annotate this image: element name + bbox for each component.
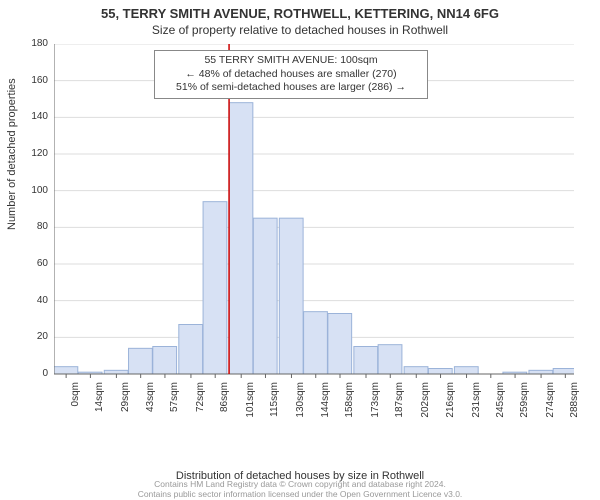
x-tick: 187sqm	[394, 382, 405, 422]
x-tick: 274sqm	[545, 382, 556, 422]
x-tick: 259sqm	[519, 382, 530, 422]
x-tick: 29sqm	[120, 382, 131, 422]
x-tick: 231sqm	[471, 382, 482, 422]
chart-area: 55 TERRY SMITH AVENUE: 100sqm ← 48% of d…	[54, 44, 574, 414]
y-tick: 80	[18, 221, 48, 232]
x-tick: 130sqm	[295, 382, 306, 422]
chart-container: 55, TERRY SMITH AVENUE, ROTHWELL, KETTER…	[0, 0, 600, 500]
y-axis-label: Number of detached properties	[6, 78, 18, 230]
x-tick: 144sqm	[320, 382, 331, 422]
x-tick: 245sqm	[495, 382, 506, 422]
x-tick: 86sqm	[219, 382, 230, 422]
annotation-line-3: 51% of semi-detached houses are larger (…	[161, 81, 421, 95]
y-tick: 60	[18, 258, 48, 269]
y-tick: 100	[18, 185, 48, 196]
x-tick: 101sqm	[245, 382, 256, 422]
x-tick: 43sqm	[145, 382, 156, 422]
annotation-box: 55 TERRY SMITH AVENUE: 100sqm ← 48% of d…	[154, 50, 428, 99]
y-tick: 160	[18, 75, 48, 86]
x-tick: 57sqm	[169, 382, 180, 422]
x-tick: 72sqm	[195, 382, 206, 422]
x-tick: 288sqm	[569, 382, 580, 422]
title-main: 55, TERRY SMITH AVENUE, ROTHWELL, KETTER…	[0, 0, 600, 21]
x-tick: 158sqm	[344, 382, 355, 422]
y-tick: 40	[18, 295, 48, 306]
y-tick: 120	[18, 148, 48, 159]
annotation-line-2: ← 48% of detached houses are smaller (27…	[161, 68, 421, 82]
y-tick: 180	[18, 38, 48, 49]
x-tick: 14sqm	[94, 382, 105, 422]
footer-line-2: Contains public sector information licen…	[0, 489, 600, 499]
x-tick: 202sqm	[420, 382, 431, 422]
x-tick: 216sqm	[445, 382, 456, 422]
footer-attribution: Contains HM Land Registry data © Crown c…	[0, 479, 600, 499]
x-tick: 0sqm	[70, 382, 81, 422]
annotation-line-1: 55 TERRY SMITH AVENUE: 100sqm	[161, 54, 421, 68]
y-tick: 0	[18, 368, 48, 379]
y-tick: 140	[18, 111, 48, 122]
title-sub: Size of property relative to detached ho…	[0, 21, 600, 37]
footer-line-1: Contains HM Land Registry data © Crown c…	[0, 479, 600, 489]
histogram-plot	[54, 44, 574, 414]
x-tick: 115sqm	[269, 382, 280, 422]
y-tick: 20	[18, 331, 48, 342]
x-tick: 173sqm	[370, 382, 381, 422]
